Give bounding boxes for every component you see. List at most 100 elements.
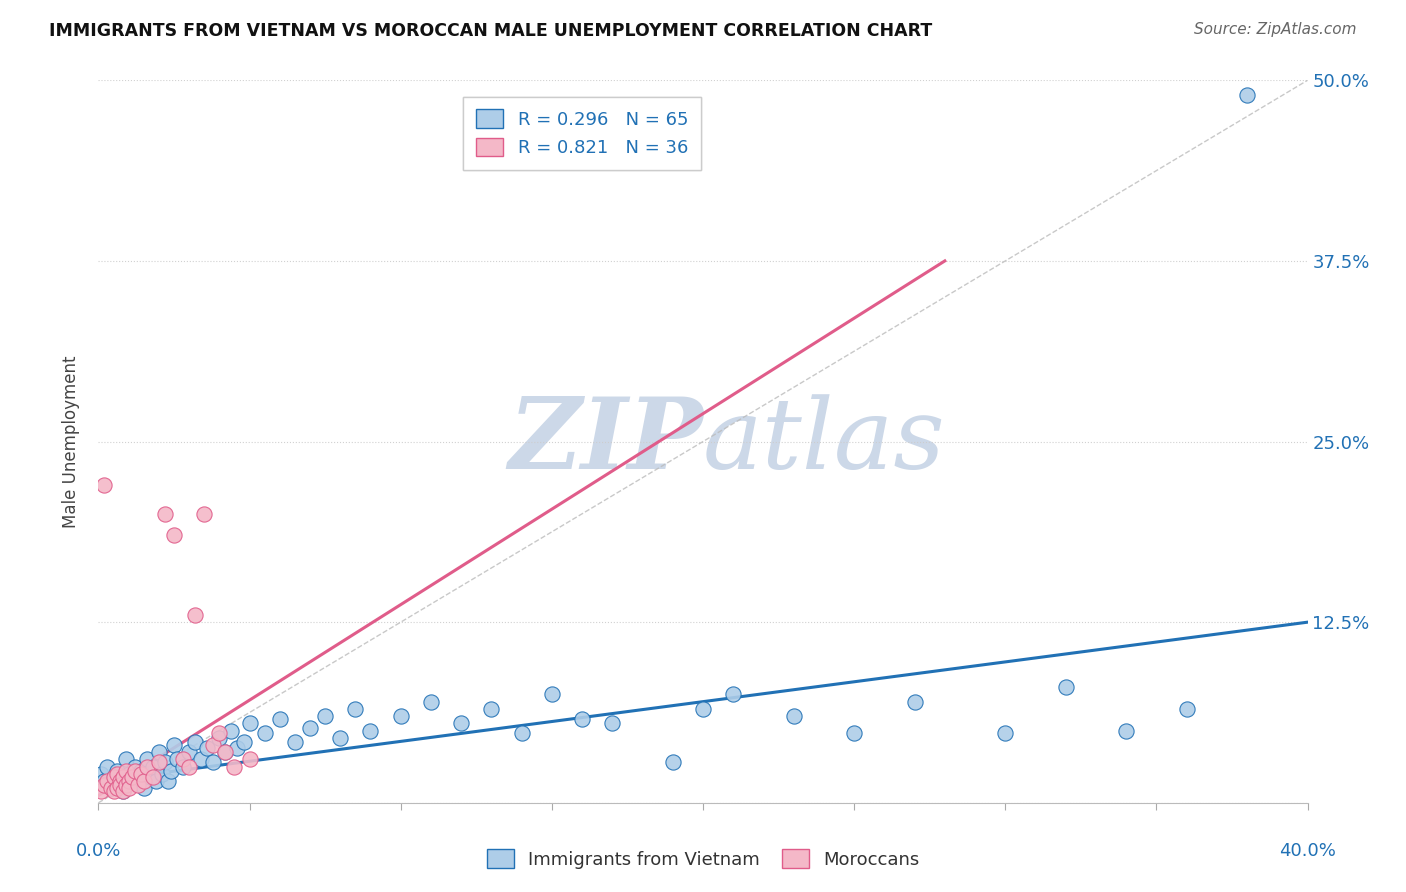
Point	[193, 507, 215, 521]
Point	[132, 774, 155, 789]
Point	[108, 774, 131, 789]
Point	[360, 723, 382, 738]
Point	[994, 726, 1017, 740]
Point	[124, 764, 146, 778]
Point	[571, 712, 593, 726]
Text: atlas: atlas	[703, 394, 946, 489]
Point	[127, 770, 149, 784]
Text: IMMIGRANTS FROM VIETNAM VS MOROCCAN MALE UNEMPLOYMENT CORRELATION CHART: IMMIGRANTS FROM VIETNAM VS MOROCCAN MALE…	[49, 22, 932, 40]
Point	[150, 767, 173, 781]
Point	[221, 723, 243, 738]
Point	[114, 764, 136, 778]
Point	[160, 764, 183, 778]
Point	[269, 712, 291, 726]
Point	[208, 726, 231, 740]
Point	[232, 735, 254, 749]
Point	[481, 702, 503, 716]
Point	[166, 752, 188, 766]
Point	[239, 752, 262, 766]
Point	[510, 726, 533, 740]
Point	[904, 695, 927, 709]
Point	[129, 764, 152, 778]
Point	[135, 752, 157, 766]
Legend: R = 0.296   N = 65, R = 0.821   N = 36: R = 0.296 N = 65, R = 0.821 N = 36	[464, 96, 700, 169]
Point	[723, 687, 745, 701]
Point	[148, 745, 170, 759]
Point	[114, 779, 136, 793]
Point	[93, 774, 115, 789]
Point	[105, 781, 128, 796]
Point	[299, 721, 322, 735]
Point	[105, 764, 128, 778]
Point	[111, 784, 134, 798]
Point	[163, 528, 186, 542]
Point	[179, 745, 201, 759]
Point	[844, 726, 866, 740]
Point	[163, 738, 186, 752]
Point	[124, 760, 146, 774]
Point	[190, 752, 212, 766]
Point	[121, 774, 143, 789]
Point	[389, 709, 412, 723]
Point	[172, 752, 194, 766]
Point	[100, 781, 122, 796]
Point	[208, 731, 231, 745]
Point	[118, 781, 141, 796]
Point	[172, 760, 194, 774]
Point	[105, 767, 128, 781]
Point	[329, 731, 352, 745]
Point	[135, 760, 157, 774]
Text: Source: ZipAtlas.com: Source: ZipAtlas.com	[1194, 22, 1357, 37]
Point	[420, 695, 443, 709]
Point	[153, 507, 176, 521]
Point	[145, 774, 167, 789]
Point	[214, 745, 236, 759]
Point	[108, 779, 131, 793]
Point	[179, 760, 201, 774]
Point	[111, 770, 134, 784]
Point	[1115, 723, 1137, 738]
Point	[127, 779, 149, 793]
Point	[96, 760, 118, 774]
Point	[344, 702, 367, 716]
Point	[148, 756, 170, 770]
Point	[90, 784, 112, 798]
Point	[1236, 87, 1258, 102]
Point	[214, 745, 236, 759]
Point	[153, 756, 176, 770]
Point	[314, 709, 336, 723]
Point	[118, 774, 141, 789]
Point	[661, 756, 683, 770]
Point	[783, 709, 806, 723]
Point	[540, 687, 562, 701]
Point	[103, 770, 125, 784]
Point	[195, 740, 218, 755]
Point	[184, 735, 207, 749]
Point	[118, 767, 141, 781]
Point	[108, 779, 131, 793]
Point	[90, 767, 112, 781]
Point	[253, 726, 276, 740]
Text: ZIP: ZIP	[508, 393, 703, 490]
Point	[93, 478, 115, 492]
Point	[111, 784, 134, 798]
Point	[129, 767, 152, 781]
Text: 0.0%: 0.0%	[76, 842, 121, 860]
Point	[139, 770, 162, 784]
Point	[103, 784, 125, 798]
Point	[239, 716, 262, 731]
Point	[224, 760, 246, 774]
Point	[132, 781, 155, 796]
Point	[602, 716, 624, 731]
Point	[202, 738, 225, 752]
Point	[142, 770, 165, 784]
Point	[202, 756, 225, 770]
Point	[121, 770, 143, 784]
Point	[103, 770, 125, 784]
Point	[114, 752, 136, 766]
Point	[96, 774, 118, 789]
Legend: Immigrants from Vietnam, Moroccans: Immigrants from Vietnam, Moroccans	[479, 842, 927, 876]
Point	[156, 774, 179, 789]
Point	[93, 779, 115, 793]
Point	[100, 781, 122, 796]
